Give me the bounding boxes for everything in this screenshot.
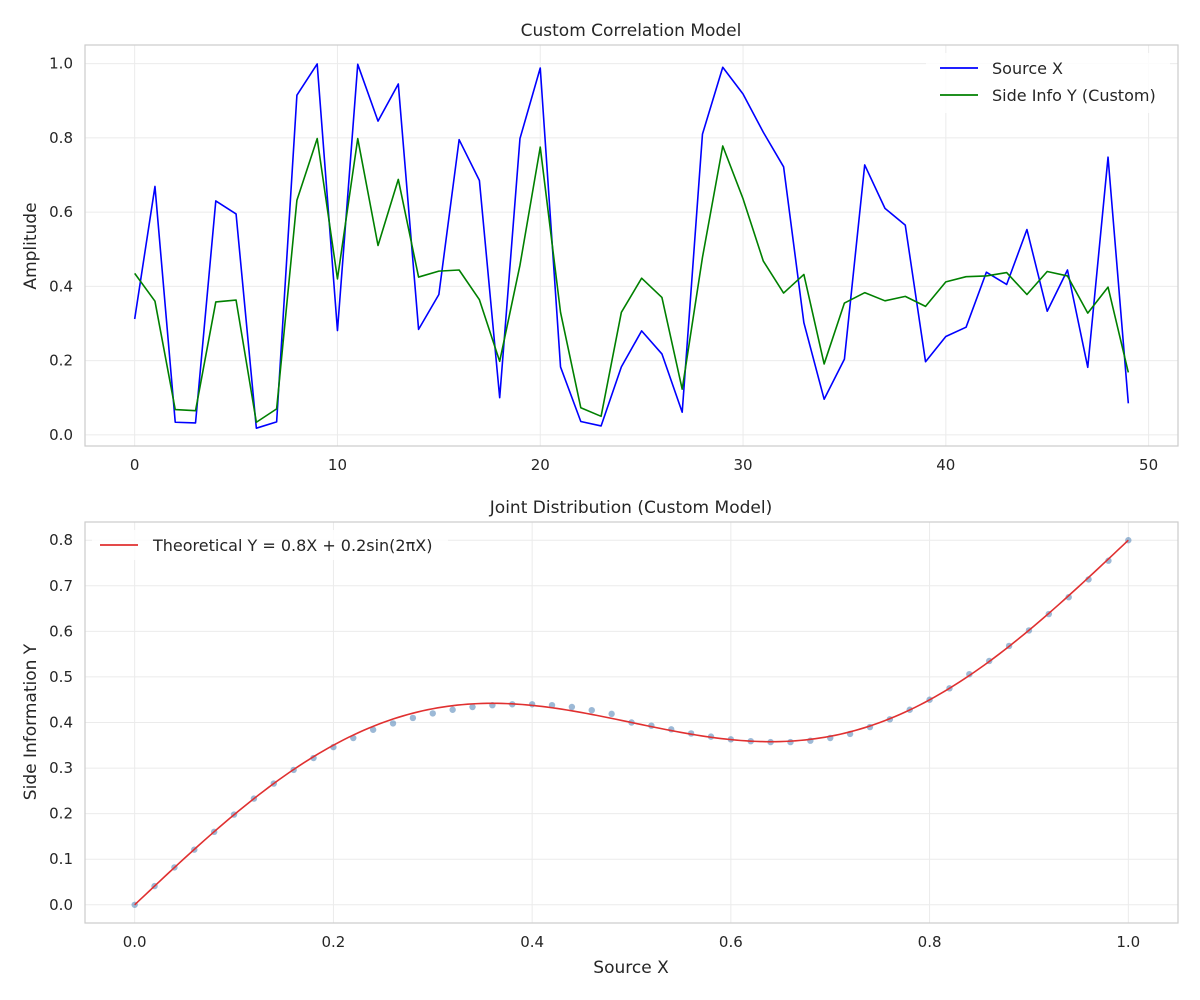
bottom-chart-x-ticks: 0.0 0.2 0.4 0.6 0.8 1.0 [123, 933, 1140, 951]
scatter-point [449, 706, 456, 713]
top-chart-x-tick-label: 30 [733, 456, 752, 474]
top-chart-series-line-1 [134, 137, 1130, 424]
scatter-point [1105, 557, 1112, 564]
bottom-chart-x-tick-label: 0.6 [719, 933, 743, 951]
scatter-point [389, 720, 397, 727]
top-chart-y-tick-label: 0.6 [49, 203, 73, 221]
bottom-chart-x-tick-label: 0.8 [918, 933, 942, 951]
top-chart-x-tick-label: 40 [936, 456, 955, 474]
top-chart-x-ticks: 0 10 20 30 40 50 [130, 456, 1158, 474]
scatter-point [429, 710, 436, 717]
top-chart-y-ticks: 0.0 0.2 0.4 0.6 0.8 1.0 [49, 55, 73, 444]
bottom-chart-x-tick-label: 0.4 [520, 933, 544, 951]
bottom-chart-frame [84, 521, 1179, 924]
bottom-chart-y-axis-label: Side Information Y [21, 643, 41, 800]
bottom-chart-y-tick-label: 0.4 [49, 714, 73, 732]
legend-label-side-info-y: Side Info Y (Custom) [992, 86, 1156, 105]
theoretical-curve-line [134, 539, 1129, 906]
top-chart-title: Custom Correlation Model [521, 21, 742, 41]
top-chart-y-tick-label: 0.8 [49, 129, 73, 147]
bottom-chart-x-tick-label: 0.0 [123, 933, 147, 951]
legend-label-theoretical: Theoretical Y = 0.8X + 0.2sin(2πX) [152, 536, 432, 555]
scatter-point [409, 714, 417, 722]
top-chart-panel: 0 10 20 30 40 50 0.0 0.2 0.4 0.6 0.8 1.0 Custom Co… [21, 21, 1179, 474]
top-chart-y-tick-label: 0.2 [49, 352, 73, 370]
bottom-chart-x-tick-label: 1.0 [1116, 933, 1140, 951]
top-chart-series [133, 63, 1130, 429]
top-chart-y-tick-label: 0.4 [49, 277, 73, 295]
bottom-chart-x-tick-label: 0.2 [321, 933, 345, 951]
bottom-chart-y-tick-label: 0.0 [49, 896, 73, 914]
bottom-chart-x-axis-label: Source X [593, 958, 669, 978]
bottom-chart-y-ticks: 0.0 0.1 0.2 0.3 0.4 0.5 0.6 0.7 0.8 [49, 531, 73, 914]
top-chart-series-line-0 [133, 63, 1130, 429]
top-chart-x-tick-label: 20 [531, 456, 550, 474]
top-chart-x-tick-label: 0 [130, 456, 140, 474]
bottom-chart-legend: Theoretical Y = 0.8X + 0.2sin(2πX) [92, 530, 448, 560]
top-chart-gridlines [85, 45, 1178, 446]
scatter-point [787, 738, 794, 746]
bottom-chart-title: Joint Distribution (Custom Model) [489, 498, 772, 518]
scatter-point [1065, 593, 1072, 601]
scatter-point [369, 726, 377, 733]
top-chart-frame [84, 44, 1179, 447]
top-chart-y-tick-label: 0.0 [49, 426, 73, 444]
bottom-chart-y-tick-label: 0.2 [49, 805, 73, 823]
bottom-chart-y-tick-label: 0.6 [49, 622, 73, 640]
scatter-point [1085, 576, 1092, 583]
scatter-point [568, 703, 576, 711]
bottom-chart-gridlines [85, 522, 1178, 923]
scatter-point [469, 703, 476, 711]
scatter-point [528, 701, 536, 708]
top-chart-y-tick-label: 1.0 [49, 55, 73, 73]
top-legend-background [926, 53, 1170, 113]
bottom-chart-y-tick-label: 0.1 [49, 850, 73, 868]
bottom-chart-y-tick-label: 0.7 [49, 577, 73, 595]
top-chart-x-tick-label: 10 [328, 456, 347, 474]
bottom-chart-y-tick-label: 0.3 [49, 759, 73, 777]
top-chart-x-tick-label: 50 [1139, 456, 1158, 474]
scatter-point [608, 710, 615, 718]
bottom-chart-y-tick-label: 0.5 [49, 668, 73, 686]
legend-label-source-x: Source X [992, 59, 1063, 78]
top-chart-legend: Source X Side Info Y (Custom) [926, 53, 1170, 113]
bottom-chart-panel: 0.0 0.2 0.4 0.6 0.8 1.0 0.0 0.1 0.2 0.3 0.4 0.5 0.6… [21, 498, 1179, 978]
bottom-chart-series [134, 539, 1129, 906]
bottom-chart-y-tick-label: 0.8 [49, 531, 73, 549]
top-chart-y-axis-label: Amplitude [21, 202, 41, 289]
bottom-legend-background [92, 530, 448, 560]
scatter-point [588, 707, 595, 714]
